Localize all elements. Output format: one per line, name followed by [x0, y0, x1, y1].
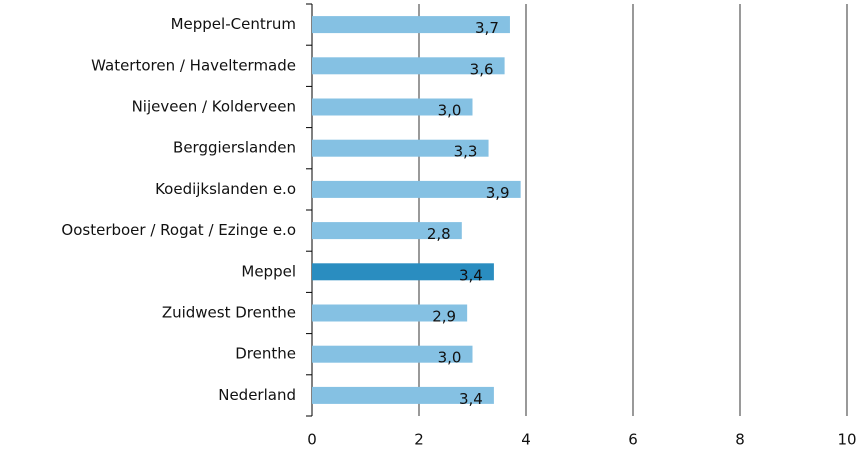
bar [312, 180, 521, 198]
value-label: 2,8 [427, 225, 451, 243]
value-label: 3,0 [438, 102, 462, 120]
value-label: 3,4 [459, 266, 483, 284]
value-label: 3,6 [470, 60, 494, 78]
bar [312, 263, 494, 281]
value-label: 3,9 [486, 184, 510, 202]
x-tick-label: 10 [837, 431, 856, 449]
y-tick-label: Berggierslanden [173, 139, 296, 157]
y-tick-label: Meppel [241, 262, 296, 280]
bar [312, 98, 473, 116]
bar [312, 16, 510, 34]
x-tick-label: 0 [307, 431, 317, 449]
y-tick-label: Oosterboer / Rogat / Ezinge e.o [61, 221, 296, 239]
value-label: 3,4 [459, 390, 483, 408]
x-tick-label: 6 [628, 431, 638, 449]
x-tick-label: 4 [521, 431, 531, 449]
value-label: 3,3 [454, 143, 478, 161]
bar [312, 345, 473, 363]
x-tick-label: 8 [735, 431, 745, 449]
y-tick-label: Nijeveen / Kolderveen [132, 98, 296, 116]
value-label: 3,0 [438, 349, 462, 367]
y-tick-label: Nederland [218, 386, 296, 404]
y-tick-label: Meppel-Centrum [171, 15, 296, 33]
bar [312, 57, 505, 75]
y-tick-label: Watertoren / Haveltermade [91, 56, 296, 74]
y-tick-label: Koedijkslanden e.o [155, 180, 296, 198]
y-tick-label: Zuidwest Drenthe [162, 304, 296, 322]
y-tick-label: Drenthe [235, 345, 296, 363]
bar [312, 222, 462, 240]
x-tick-label: 2 [414, 431, 424, 449]
value-label: 2,9 [432, 308, 456, 326]
value-label: 3,7 [475, 19, 499, 37]
bar [312, 139, 489, 157]
bar [312, 304, 468, 322]
bar [312, 386, 494, 404]
